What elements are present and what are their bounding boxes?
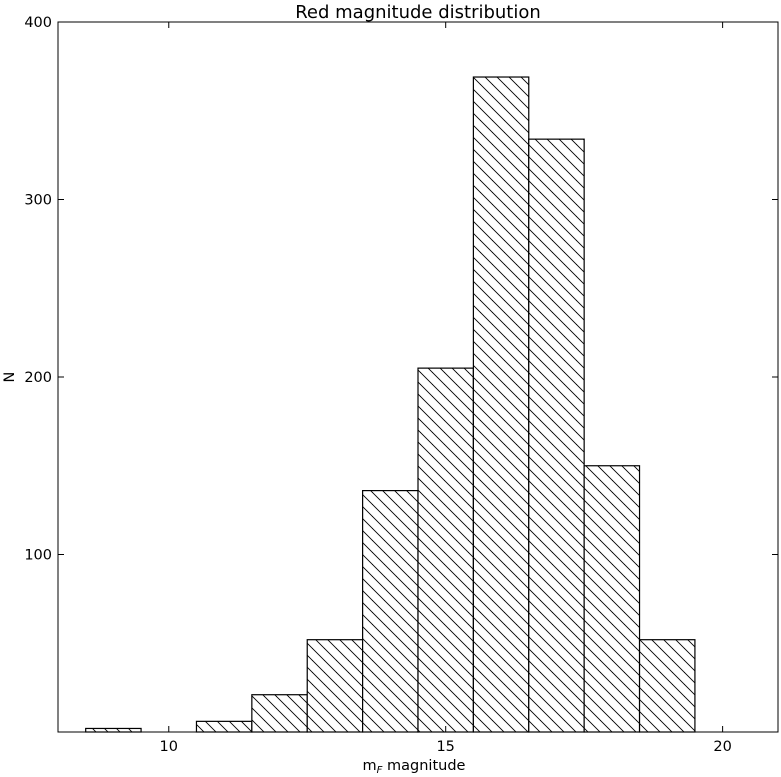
histogram-bar: [638, 639, 696, 733]
plot-frame: [57, 21, 779, 733]
x-axis-label-subscript: F: [377, 765, 383, 776]
x-axis-label-rest: magnitude: [382, 758, 465, 774]
bars-group: [85, 76, 696, 733]
histogram-bar: [528, 138, 585, 733]
histogram-bar: [306, 639, 364, 733]
x-tick-label: 15: [436, 739, 454, 755]
histogram-bar: [195, 720, 253, 733]
histogram-bar: [251, 694, 308, 733]
chart-title: Red magnitude distribution: [295, 2, 541, 23]
y-tick-label: 200: [24, 370, 52, 386]
x-tick-label: 10: [160, 739, 178, 755]
histogram-bar: [417, 367, 474, 733]
y-tick-label: 400: [24, 15, 52, 31]
x-axis-label: mF magnitude: [363, 758, 466, 776]
histogram-bar: [583, 465, 641, 733]
ticks-group: 10 15 20 100 200 300 400: [24, 15, 778, 755]
histogram-bar: [472, 76, 530, 733]
histogram-bar: [85, 727, 142, 733]
y-axis-label: N: [2, 372, 18, 383]
y-tick-label: 300: [24, 193, 52, 209]
histogram-bar: [362, 490, 419, 733]
x-tick-label: 20: [713, 739, 731, 755]
y-tick-label: 100: [24, 548, 52, 564]
x-axis-label-main: m: [363, 758, 377, 774]
